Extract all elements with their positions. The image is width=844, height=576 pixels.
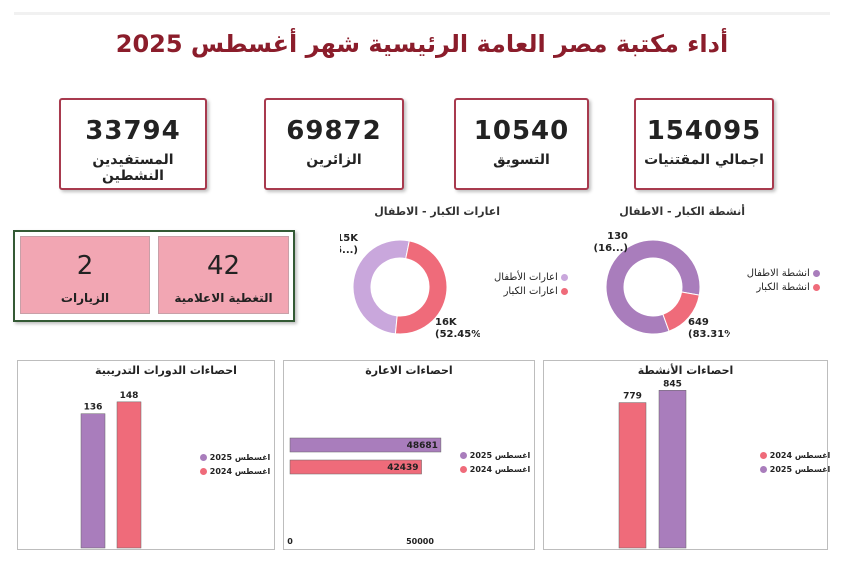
bar-chart-lending: 48681 42439 0 50000 (287, 437, 442, 546)
legend-dot (460, 466, 467, 473)
panel-lending-stats: احصاءات الاعارة (283, 360, 535, 550)
legend-label: اغسطس 2024 (769, 451, 831, 460)
bar-value-label: 48681 (407, 441, 438, 451)
legend-item: اعارات الأطفال (488, 272, 568, 283)
x-tick-label: 50000 (406, 537, 434, 546)
slice-value-label: 15K (340, 233, 359, 244)
kpi-label: المستفيدين النشطين (92, 152, 174, 184)
legend-item: اغسطس 2025 (200, 453, 270, 462)
legend-dot (200, 454, 207, 461)
kpi-card-media-coverage: 42 التغطية الاعلامية (158, 236, 289, 314)
donut-slice (394, 240, 448, 335)
bar-value-label: 779 (623, 392, 642, 402)
donut-slice (605, 239, 701, 335)
bar-value-label: 136 (84, 403, 103, 413)
legend-label: اغسطس 2025 (209, 453, 271, 462)
donut-chart-lending: 16K(52.45%) 15K(47.5...) (340, 233, 480, 340)
legend-item: انشطة الاطفال (740, 268, 820, 279)
kpi-value: 69872 (286, 116, 382, 146)
bar-value-label: 148 (120, 391, 139, 401)
legend-activities-stats: اغسطس 2024 اغسطس 2025 (760, 451, 830, 474)
panel-training-courses: احصاءات الدورات التدريبية (17, 360, 275, 550)
slice-percent-label: (16...) (594, 243, 628, 254)
donut-slice (662, 291, 700, 332)
legend-activities: انشطة الاطفال انشطة الكبار (740, 268, 820, 293)
bar-value-label: 845 (663, 380, 682, 389)
panel-title: احصاءات الاعارة (365, 364, 453, 377)
legend-training: اغسطس 2025 اغسطس 2024 (200, 453, 270, 476)
legend-lending-stats: اغسطس 2025 اغسطس 2024 (460, 451, 530, 474)
donut-title-lending: اعارات الكبار - الاطفال (374, 205, 500, 218)
legend-item: انشطة الكبار (740, 282, 820, 293)
bar (618, 402, 647, 549)
legend-label: اغسطس 2025 (769, 465, 831, 474)
kpi-label: الزائرين (306, 152, 362, 168)
legend-item: اغسطس 2024 (460, 465, 530, 474)
kpi-card-active-beneficiaries: 33794 المستفيدين النشطين (59, 98, 207, 190)
legend-dot (200, 468, 207, 475)
legend-dot (760, 452, 767, 459)
kpi-label: الزيارات (60, 291, 110, 305)
slice-value-label: 649 (688, 317, 709, 328)
legend-item: اغسطس 2025 (760, 465, 830, 474)
kpi-card-visits: 2 الزيارات (20, 236, 150, 314)
legend-item: اعارات الكبار (488, 286, 568, 297)
donut-title-activities: أنشطة الكبار - الاطفال (619, 205, 745, 218)
kpi-value: 42 (206, 251, 241, 281)
kpi-value: 10540 (473, 116, 570, 146)
page-title: أداء مكتبة مصر العامة الرئيسية شهر أغسطس… (115, 30, 729, 58)
legend-item: اغسطس 2025 (460, 451, 530, 460)
kpi-card-visitors: 69872 الزائرين (264, 98, 404, 190)
legend-label: اعارات الأطفال (494, 272, 558, 283)
bar (289, 459, 422, 475)
legend-item: اغسطس 2024 (760, 451, 830, 460)
legend-lending: اعارات الأطفال اعارات الكبار (488, 272, 568, 297)
slice-percent-label: (52.45%) (435, 329, 480, 340)
top-divider (14, 12, 830, 15)
panel-title: احصاءات الدورات التدريبية (95, 364, 237, 377)
slice-value-label: 16K (435, 317, 458, 328)
legend-label: اعارات الكبار (503, 286, 558, 297)
legend-dot (813, 269, 820, 277)
legend-item: اغسطس 2024 (200, 467, 270, 476)
legend-dot (460, 452, 467, 459)
legend-dot (561, 287, 568, 295)
legend-label: انشطة الكبار (756, 282, 810, 293)
kpi-card-total-holdings: 154095 اجمالي المقتنيات (634, 98, 774, 190)
panel-title: احصاءات الأنشطة (637, 364, 734, 377)
kpi-card-marketing: 10540 التسويق (454, 98, 589, 190)
bar (658, 390, 687, 549)
bar (116, 401, 142, 549)
kpi-value: 154095 (646, 116, 762, 146)
kpi-label: التسويق (493, 152, 550, 168)
legend-dot (813, 283, 820, 291)
kpi-label: اجمالي المقتنيات (644, 152, 764, 168)
bar-chart-training: 136 148 (80, 391, 142, 549)
bar-chart-activities: 779 845 (618, 380, 687, 549)
donut-chart-activities: 649(83.31%) 130(16...) (594, 231, 730, 340)
slice-value-label: 130 (607, 231, 628, 242)
legend-label: انشطة الاطفال (746, 268, 810, 279)
slice-percent-label: (83.31%) (688, 329, 730, 340)
legend-dot (760, 466, 767, 473)
donut-slice (352, 239, 410, 335)
legend-label: اغسطس 2024 (209, 467, 271, 476)
bar-value-label: 42439 (387, 463, 418, 473)
x-tick-label: 0 (287, 537, 293, 546)
kpi-value: 2 (76, 251, 94, 281)
bar (289, 437, 442, 453)
bar (80, 413, 106, 549)
legend-label: اغسطس 2025 (469, 451, 531, 460)
kpi-value: 33794 (85, 116, 181, 146)
slice-percent-label: (47.5...) (340, 245, 358, 256)
kpi-label: التغطية الاعلامية (174, 291, 273, 305)
legend-label: اغسطس 2024 (469, 465, 531, 474)
legend-dot (561, 273, 568, 281)
